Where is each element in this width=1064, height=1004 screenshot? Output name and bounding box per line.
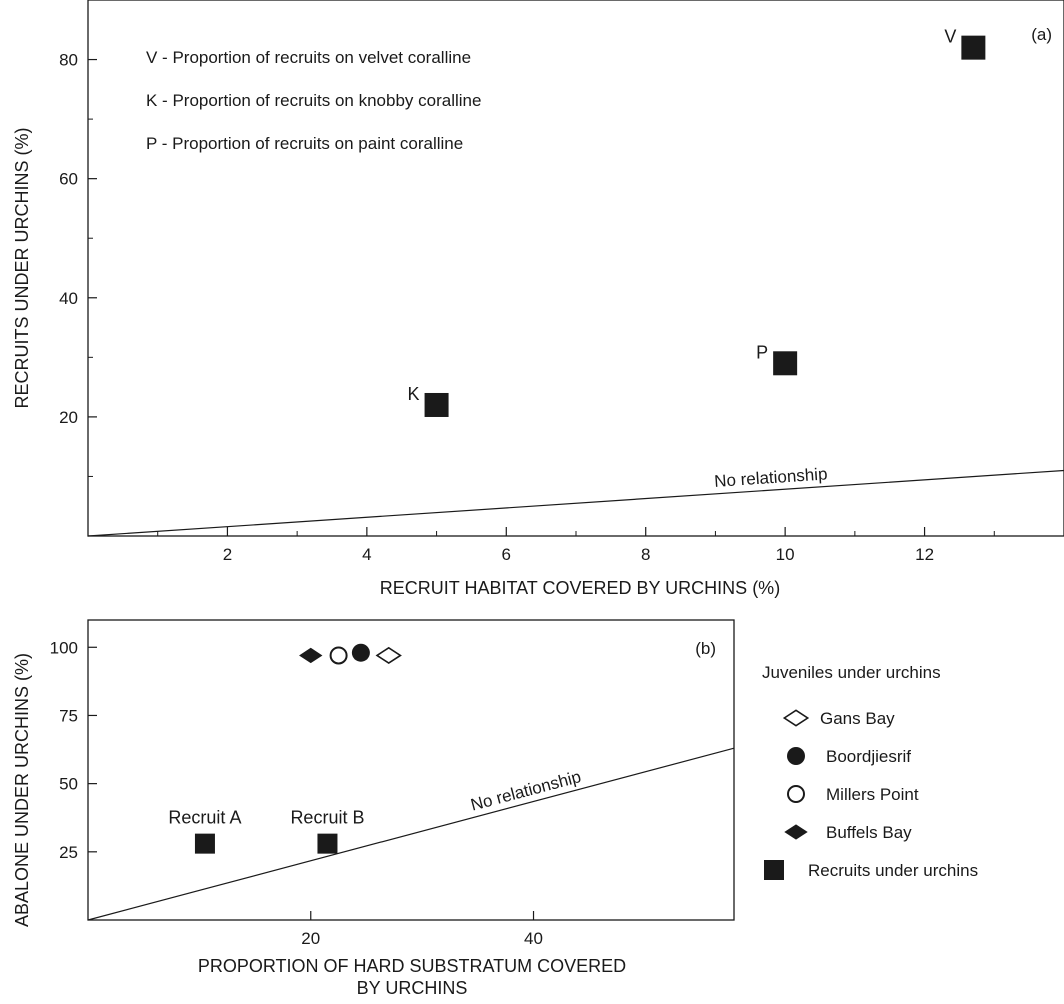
panel-a-point-p-label: P [756,342,768,362]
panel-a-x-tick-label: 6 [502,545,511,564]
panel-a-point-k-label: K [408,384,420,404]
panel-b: (b) PROPORTION OF HARD SUBSTRATUM COVERE… [12,619,978,998]
legend-line-p: P - Proportion of recruits on paint cora… [146,134,463,153]
legend-item-buffels-bay: Buffels Bay [784,823,912,842]
panel-a-point-v-label: V [944,27,956,47]
legend-label-gans-bay: Gans Bay [820,709,895,728]
legend-item-millers-point: Millers Point [787,785,919,804]
panel-a-point-v [961,35,986,60]
panel-a-tag: (a) [1031,25,1052,44]
panel-a-y-tick-label: 80 [59,51,78,70]
panel-a-point-p [773,351,798,376]
panel-b-point-recruit-a-label: Recruit A [168,808,241,828]
panel-b-reference-line-label: No relationship [469,767,583,815]
legend-label-millers-point: Millers Point [826,785,919,804]
legend-item-boordjiesrif: Boordjiesrif [787,747,911,766]
legend-line-v: V - Proportion of recruits on velvet cor… [146,48,471,67]
panel-a: (a) V - Proportion of recruits on velvet… [12,0,1064,598]
panel-a-legend: V - Proportion of recruits on velvet cor… [146,48,481,153]
panel-b-y-tick-label: 100 [50,638,78,657]
panel-b-x-axis-label-line1: PROPORTION OF HARD SUBSTRATUM COVERED [198,956,626,976]
panel-b-point-recruit-b-label: Recruit B [290,808,364,828]
legend-item-recruits-under-urchins: Recruits under urchins [764,860,978,880]
panel-b-reference-line [87,747,735,921]
panel-b-x-axis-label-line2: BY URCHINS [357,978,468,998]
panel-a-y-axis-label: RECRUITS UNDER URCHINS (%) [12,127,32,408]
legend-label-buffels-bay: Buffels Bay [826,823,912,842]
legend-marker-boordjiesrif [787,747,805,765]
panel-b-ticks: 20 40 25 50 75 100 [50,638,543,948]
legend-label-recruits-under-urchins: Recruits under urchins [808,861,978,880]
panel-a-x-tick-label: 2 [223,545,232,564]
panel-b-point-millers-point [329,646,348,665]
panel-b-y-axis-label: ABALONE UNDER URCHINS (%) [12,653,32,927]
legend-marker-buffels-bay [784,824,808,840]
panel-a-x-axis-label: RECRUIT HABITAT COVERED BY URCHINS (%) [380,578,780,598]
panel-b-marks: No relationship Recruit A Recruit B [87,643,735,921]
panel-b-y-tick-label: 50 [59,775,78,794]
panel-a-y-tick-label: 40 [59,289,78,308]
panel-b-point-recruit-a [194,833,215,854]
panel-b-point-gans-bay [375,646,402,665]
panel-a-x-tick-label: 10 [776,545,795,564]
legend-marker-millers-point [787,785,805,803]
panel-a-x-tick-label: 8 [641,545,650,564]
panel-b-frame [87,619,735,921]
panel-b-x-tick-label: 40 [524,929,543,948]
panel-b-y-tick-label: 75 [59,706,78,725]
panel-b-legend: Juveniles under urchins Gans Bay Boordjie… [762,663,978,880]
panel-a-y-tick-label: 20 [59,408,78,427]
panel-a-point-k [424,392,449,417]
panel-a-x-tick-label: 12 [915,545,934,564]
panel-b-point-boordjiesrif [351,643,370,662]
panel-b-y-tick-label: 25 [59,843,78,862]
panel-b-x-tick-label: 20 [301,929,320,948]
legend-item-gans-bay: Gans Bay [782,709,895,728]
legend-title: Juveniles under urchins [762,663,941,682]
panel-a-reference-line [87,469,1064,537]
panel-a-ticks: 2 4 6 8 10 12 20 40 60 80 [59,51,995,564]
panel-a-y-tick-label: 60 [59,170,78,189]
panel-b-point-recruit-b [317,833,338,854]
panel-a-x-tick-label: 4 [362,545,371,564]
panel-b-tag: (b) [695,639,716,658]
legend-marker-gans-bay [782,709,810,727]
panel-a-frame [87,0,1064,537]
legend-label-boordjiesrif: Boordjiesrif [826,747,911,766]
legend-marker-recruits-under-urchins [764,860,784,880]
panel-b-point-buffels-bay [299,647,323,664]
legend-line-k: K - Proportion of recruits on knobby cor… [146,91,481,110]
